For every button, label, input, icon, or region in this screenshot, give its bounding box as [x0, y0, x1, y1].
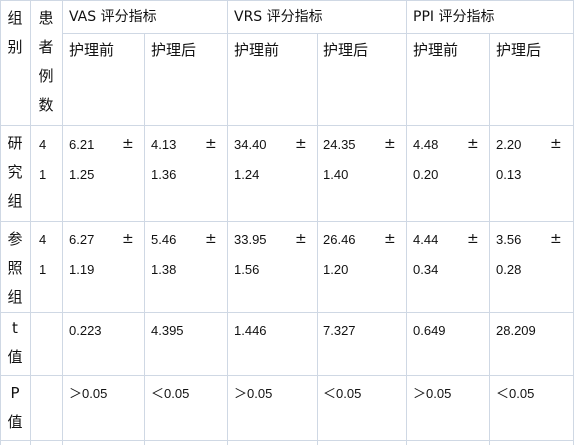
p-vas-before: ＞0.05 [69, 386, 108, 401]
header-divider [62, 33, 574, 34]
column-divider [62, 0, 63, 445]
t-vas-after: 4.395 [151, 323, 184, 338]
row-divider [0, 221, 574, 222]
row-divider [0, 312, 574, 313]
reference-count: 1 [39, 262, 47, 277]
reference-count: 4 [39, 232, 47, 247]
research-vas-after-mean: 4.13 [151, 137, 177, 152]
column-divider [317, 33, 318, 445]
table-border-bottom [0, 440, 574, 441]
plus-minus: ± [122, 231, 134, 247]
p-vrs-before: ＞0.05 [234, 386, 273, 401]
column-divider [30, 0, 31, 445]
ppi-before-header: 护理前 [413, 41, 459, 59]
research-vrs-before-mean: 34.40 [234, 137, 267, 152]
column-divider [489, 33, 490, 445]
plus-minus: ± [205, 136, 217, 152]
plus-minus: ± [550, 231, 562, 247]
t-ppi-before: 0.649 [413, 323, 446, 338]
t-vas-before: 0.223 [69, 323, 102, 338]
plus-minus: ± [550, 136, 562, 152]
reference-vas-after-sd: 1.38 [151, 262, 177, 277]
research-vas-before-sd: 1.25 [69, 167, 95, 182]
research-ppi-before-mean: 4.48 [413, 137, 439, 152]
row-divider [0, 125, 574, 126]
reference-ppi-after-mean: 3.56 [496, 232, 522, 247]
research-ppi-after-sd: 0.13 [496, 167, 522, 182]
reference-vrs-before-mean: 33.95 [234, 232, 267, 247]
p-vas-after: ＜0.05 [151, 386, 190, 401]
research-count: 4 [39, 137, 47, 152]
p-vrs-after: ＜0.05 [323, 386, 362, 401]
vrs-header: VRS 评分指标 [234, 9, 323, 25]
research-vrs-after-mean: 24.35 [323, 137, 356, 152]
plus-minus: ± [384, 136, 396, 152]
reference-vrs-after-mean: 26.46 [323, 232, 356, 247]
reference-ppi-before-sd: 0.34 [413, 262, 439, 277]
p-ppi-before: ＞0.05 [413, 386, 452, 401]
research-vas-after-sd: 1.36 [151, 167, 177, 182]
table-border-left [0, 0, 1, 445]
plus-minus: ± [295, 136, 307, 152]
research-group-label: 研 究 组 [7, 134, 23, 210]
vrs-after-header: 护理后 [323, 41, 369, 59]
reference-ppi-after-sd: 0.28 [496, 262, 522, 277]
vas-after-header: 护理后 [151, 41, 197, 59]
plus-minus: ± [467, 136, 479, 152]
t-vrs-after: 7.327 [323, 323, 356, 338]
p-ppi-after: ＜0.05 [496, 386, 535, 401]
research-vrs-after-sd: 1.40 [323, 167, 349, 182]
reference-vas-before-sd: 1.19 [69, 262, 95, 277]
group-column-header: 组 别 [7, 9, 23, 56]
plus-minus: ± [384, 231, 396, 247]
research-ppi-before-sd: 0.20 [413, 167, 439, 182]
table-border-top [0, 0, 574, 1]
plus-minus: ± [205, 231, 217, 247]
reference-vas-before-mean: 6.27 [69, 232, 95, 247]
vrs-before-header: 护理前 [234, 41, 280, 59]
plus-minus: ± [295, 231, 307, 247]
research-ppi-after-mean: 2.20 [496, 137, 522, 152]
ppi-after-header: 护理后 [496, 41, 542, 59]
count-column-header: 患 者 例 数 [38, 9, 54, 114]
plus-minus: ± [122, 136, 134, 152]
t-value-label: t 值 [7, 319, 23, 366]
reference-group-label: 参 照 组 [7, 230, 23, 306]
plus-minus: ± [467, 231, 479, 247]
vas-header: VAS 评分指标 [69, 9, 157, 25]
column-divider [227, 0, 228, 445]
research-vrs-before-sd: 1.24 [234, 167, 260, 182]
research-vas-before-mean: 6.21 [69, 137, 95, 152]
research-count: 1 [39, 167, 47, 182]
p-value-label: P 值 [7, 384, 23, 431]
reference-vas-after-mean: 5.46 [151, 232, 177, 247]
column-divider [406, 0, 407, 445]
row-divider [0, 375, 574, 376]
ppi-header: PPI 评分指标 [413, 9, 495, 25]
t-vrs-before: 1.446 [234, 323, 267, 338]
column-divider [144, 33, 145, 445]
reference-vrs-after-sd: 1.20 [323, 262, 349, 277]
vas-before-header: 护理前 [69, 41, 115, 59]
reference-vrs-before-sd: 1.56 [234, 262, 260, 277]
reference-ppi-before-mean: 4.44 [413, 232, 439, 247]
t-ppi-after: 28.209 [496, 323, 536, 338]
